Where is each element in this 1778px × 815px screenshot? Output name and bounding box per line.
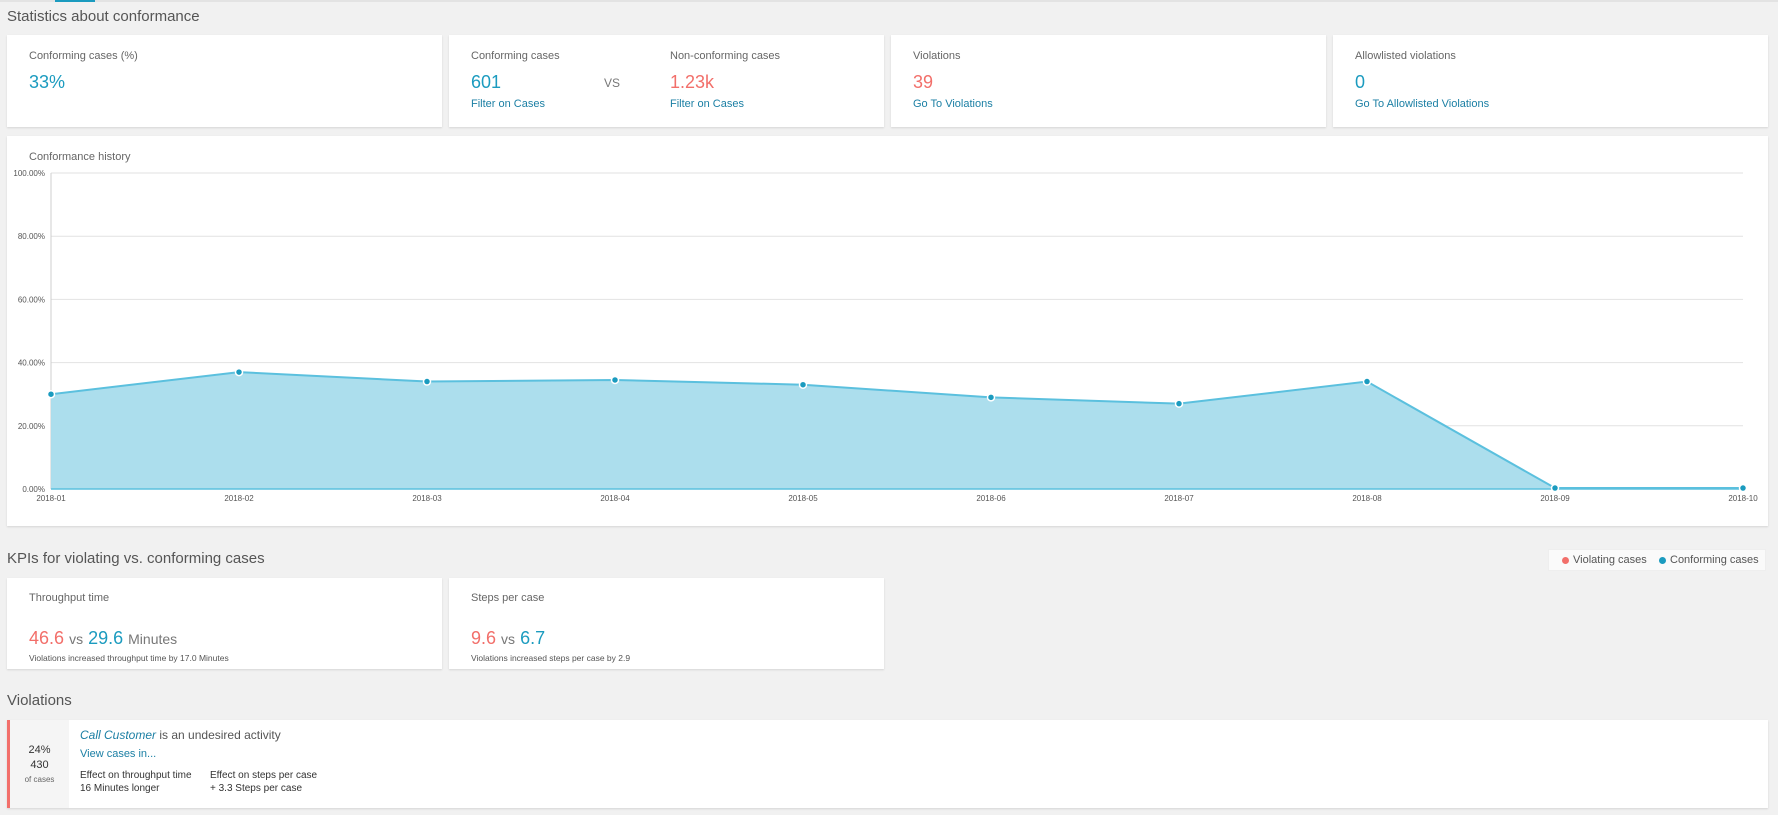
conforming-pct-card: Conforming cases (%) 33%: [7, 35, 442, 127]
legend-conforming-label: Conforming cases: [1670, 554, 1759, 566]
data-point: [1362, 377, 1372, 386]
x-tick-label: 2018-09: [1540, 494, 1570, 503]
throughput-unit: Minutes: [128, 631, 178, 647]
nonconforming-cases-label: Non-conforming cases: [670, 50, 781, 62]
steps-conforming-value: 6.7: [520, 628, 546, 648]
violation-item[interactable]: 24% 430 of cases Call Customer is an und…: [7, 720, 1768, 808]
conforming-dot-icon: [1659, 556, 1666, 564]
violations-value: 39: [913, 72, 934, 92]
view-cases-link[interactable]: View cases in...: [80, 748, 157, 760]
data-point: [422, 377, 432, 386]
effect-throughput-label: Effect on throughput time: [80, 770, 192, 781]
data-point: [986, 393, 996, 402]
violation-of-cases: of cases: [24, 775, 55, 784]
active-tab-indicator: [55, 0, 95, 2]
throughput-violating-value: 46.6: [29, 628, 65, 648]
vs-label: VS: [604, 76, 621, 90]
conforming-pct-value: 33%: [29, 72, 66, 92]
effect-steps-value: + 3.3 Steps per case: [210, 783, 303, 794]
series-area: [51, 372, 1743, 489]
y-tick-label: 60.00%: [18, 295, 45, 304]
x-tick-label: 2018-05: [788, 494, 818, 503]
steps-values: 9.6 vs 6.7: [471, 628, 545, 649]
legend-violating-label: Violating cases: [1573, 554, 1647, 566]
violations-label: Violations: [913, 50, 961, 62]
throughput-vs: vs: [69, 631, 84, 647]
steps-vs: vs: [501, 631, 516, 647]
violating-dot-icon: [1562, 556, 1569, 564]
x-tick-label: 2018-03: [412, 494, 442, 503]
kpi-section-title: KPIs for violating vs. conforming cases: [7, 550, 265, 567]
violation-percentage: 24%: [28, 744, 51, 756]
data-point: [1550, 483, 1560, 493]
top-tab-bar: [0, 0, 1778, 2]
steps-violating-value: 9.6: [471, 628, 497, 648]
y-tick-label: 0.00%: [22, 485, 45, 494]
chart-title: Conformance history: [29, 151, 131, 163]
violation-activity-link[interactable]: Call Customer: [80, 728, 157, 742]
series-line: [50, 371, 1743, 490]
violations-card: Violations 39 Go To Violations: [891, 35, 1326, 127]
nonconforming-cases-value: 1.23k: [670, 72, 715, 92]
throughput-label: Throughput time: [29, 592, 110, 604]
throughput-note: Violations increased throughput time by …: [29, 653, 229, 663]
data-point: [46, 389, 56, 399]
violation-description: is an undesired activity: [156, 728, 281, 742]
x-tick-label: 2018-07: [1164, 494, 1194, 503]
x-tick-label: 2018-01: [36, 494, 66, 503]
conforming-pct-label: Conforming cases (%): [29, 50, 138, 62]
steps-label: Steps per case: [471, 592, 545, 604]
conformance-history-card: Conformance history 0.00% 20.00% 40.00% 60.…: [7, 136, 1768, 526]
y-tick-label: 100.00%: [13, 169, 45, 178]
conforming-cases-value: 601: [471, 72, 502, 92]
stats-section-title: Statistics about conformance: [7, 8, 200, 25]
x-tick-label: 2018-04: [600, 494, 630, 503]
x-tick-label: 2018-02: [224, 494, 254, 503]
violation-count: 430: [30, 759, 49, 771]
conformance-history-chart: 0.00% 20.00% 40.00% 60.00% 80.00% 100.00% 2018…: [13, 169, 1758, 503]
violation-title: Call Customer is an undesired activity: [80, 728, 281, 742]
y-tick-label: 40.00%: [18, 359, 45, 368]
conforming-cases-label: Conforming cases: [471, 50, 560, 62]
violations-section-title: Violations: [7, 692, 72, 709]
allowlisted-value: 0: [1355, 72, 1366, 92]
legend-violating: Violating cases: [1562, 554, 1647, 566]
x-tick-label: 2018-06: [976, 494, 1006, 503]
steps-note: Violations increased steps per case by 2…: [471, 653, 631, 663]
y-tick-label: 80.00%: [18, 232, 45, 241]
data-point: [1738, 483, 1748, 493]
x-tick-label: 2018-10: [1728, 494, 1758, 503]
data-point: [798, 380, 808, 389]
data-point: [234, 367, 244, 377]
throughput-values: 46.6 vs 29.6 Minutes: [29, 628, 177, 649]
chart-legend: Violating cases Conforming cases: [1548, 549, 1766, 571]
go-to-violations-link[interactable]: Go To Violations: [913, 98, 993, 110]
data-point: [1174, 399, 1184, 408]
allowlisted-label: Allowlisted violations: [1355, 50, 1456, 62]
legend-conforming: Conforming cases: [1659, 554, 1759, 566]
throughput-conforming-value: 29.6: [88, 628, 124, 648]
steps-kpi-card: Steps per case 9.6 vs 6.7 Violations inc…: [449, 578, 884, 669]
x-tick-label: 2018-08: [1352, 494, 1382, 503]
filter-conforming-link[interactable]: Filter on Cases: [471, 98, 545, 110]
filter-nonconforming-link[interactable]: Filter on Cases: [670, 98, 744, 110]
allowlisted-card: Allowlisted violations 0 Go To Allowlist…: [1333, 35, 1768, 127]
violation-share: 24% 430 of cases: [7, 720, 69, 808]
effect-steps-label: Effect on steps per case: [210, 770, 318, 781]
throughput-kpi-card: Throughput time 46.6 vs 29.6 Minutes Vio…: [7, 578, 442, 669]
go-to-allowlisted-link[interactable]: Go To Allowlisted Violations: [1355, 98, 1490, 110]
effect-throughput-value: 16 Minutes longer: [80, 783, 160, 794]
data-point: [610, 375, 620, 385]
conforming-vs-card: Conforming cases 601 Filter on Cases VS …: [449, 35, 884, 127]
y-tick-label: 20.00%: [18, 422, 45, 431]
